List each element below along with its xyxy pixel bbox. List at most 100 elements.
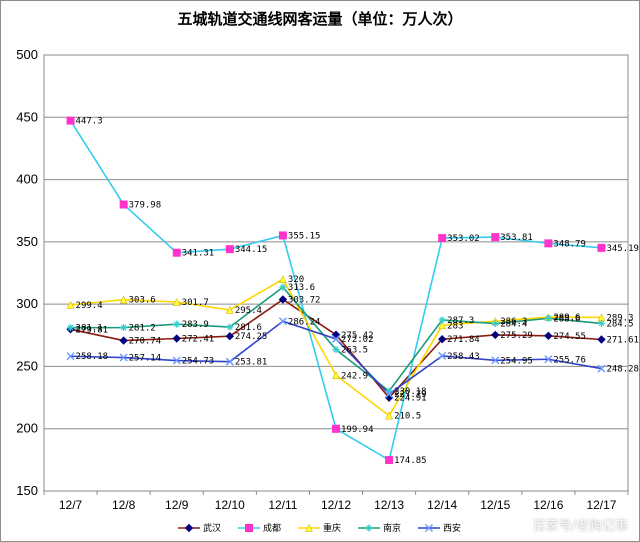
watermark: 百家号/老狗记事 — [532, 519, 628, 534]
data-label: 271.84 — [447, 335, 480, 345]
series-markers — [66, 116, 606, 465]
x-tick-label: 12/13 — [374, 498, 404, 512]
data-label: 345.19 — [606, 244, 639, 254]
data-label: 348.79 — [553, 239, 586, 249]
data-label: 344.15 — [235, 245, 268, 255]
data-label: 295.4 — [235, 306, 262, 316]
data-label: 313.6 — [288, 283, 315, 293]
data-label: 274.25 — [235, 332, 268, 342]
data-point — [66, 352, 75, 361]
data-label: 286.24 — [288, 317, 321, 327]
data-point — [119, 200, 128, 209]
series-line — [69, 120, 602, 462]
data-point — [437, 335, 447, 344]
data-point — [385, 411, 393, 420]
legend-label: 武汉 — [203, 522, 221, 534]
data-labels: 279.81 270.74 272.41 274.25 303.72 275.42 224.… — [76, 117, 639, 466]
y-tick-label: 400 — [16, 172, 38, 187]
data-label: 271.61 — [606, 336, 639, 346]
data-point — [67, 324, 75, 332]
data-label: 279.81 — [76, 325, 109, 335]
data-point — [332, 346, 340, 354]
data-point — [226, 323, 234, 331]
legend-label: 西安 — [443, 522, 461, 534]
data-label: 289.6 — [553, 313, 580, 323]
data-label: 287.3 — [447, 316, 474, 326]
data-label: 174.85 — [394, 456, 427, 466]
data-label: 253.81 — [235, 358, 268, 368]
data-point — [597, 243, 606, 252]
data-point — [225, 332, 235, 341]
x-tick-label: 12/11 — [268, 498, 297, 512]
series-lines — [69, 120, 602, 462]
data-label: 254.95 — [500, 356, 533, 366]
data-label: 263.5 — [341, 346, 368, 356]
data-point — [597, 364, 606, 373]
y-tick-label: 250 — [16, 358, 38, 373]
data-label: 447.3 — [76, 117, 103, 127]
data-point — [544, 331, 553, 341]
legend-marker — [365, 524, 373, 532]
data-point — [332, 371, 340, 380]
x-tick-label: 12/12 — [321, 498, 351, 512]
data-label: 355.15 — [288, 231, 321, 241]
data-point — [172, 334, 181, 343]
x-tick-label: 12/10 — [215, 498, 245, 512]
data-label: 254.73 — [182, 357, 215, 367]
x-tick-label: 12/16 — [533, 498, 563, 512]
data-point — [278, 231, 287, 240]
x-tick-label: 12/8 — [112, 498, 136, 512]
y-tick-label: 500 — [16, 47, 38, 62]
data-label: 227.79 — [394, 390, 427, 400]
data-point — [278, 295, 288, 304]
data-point — [438, 234, 447, 243]
data-point — [544, 314, 552, 322]
y-tick-label: 350 — [16, 234, 38, 249]
data-point — [119, 353, 128, 362]
data-point — [279, 283, 287, 291]
data-point — [66, 116, 75, 125]
data-point — [225, 357, 234, 366]
data-point — [119, 336, 128, 345]
y-tick-label: 150 — [16, 483, 38, 498]
legend-marker — [425, 524, 433, 532]
data-point — [173, 320, 181, 328]
legend: 武汉 成都 重庆 南京 西安 — [178, 522, 461, 534]
data-point — [385, 456, 394, 465]
data-label: 270.74 — [129, 337, 162, 347]
data-label: 230.18 — [394, 387, 427, 397]
data-point — [438, 351, 447, 360]
data-label: 299.4 — [76, 301, 103, 311]
data-label: 272.41 — [182, 335, 215, 345]
data-label: 281.1 — [76, 324, 103, 334]
data-label: 284.5 — [606, 319, 633, 329]
x-tick-label: 12/17 — [586, 498, 616, 512]
data-point — [385, 390, 394, 399]
data-point — [172, 297, 181, 306]
legend-marker — [245, 524, 253, 532]
data-label: 281.2 — [129, 324, 156, 334]
data-point — [491, 233, 500, 242]
data-point — [119, 295, 128, 304]
data-label: 286.3 — [500, 317, 527, 327]
data-point — [438, 316, 446, 324]
data-point — [332, 335, 340, 343]
axes: 150 200 250 300 350 400 450 500 12/7 12/8 12/9 12/1… — [16, 47, 629, 512]
data-label: 258.18 — [76, 352, 109, 362]
data-point — [544, 239, 553, 248]
data-label: 275.29 — [500, 331, 533, 341]
plot-area — [43, 54, 629, 492]
legend-marker — [184, 523, 194, 533]
data-label: 281.6 — [235, 323, 262, 333]
data-label: 199.94 — [341, 425, 374, 435]
data-label: 210.5 — [394, 412, 421, 422]
data-point — [66, 300, 75, 309]
data-label: 301.7 — [182, 298, 209, 308]
chart-title: 五城轨道交通线网客运量（单位：万人次） — [177, 10, 463, 28]
data-label: 284.4 — [500, 320, 527, 330]
data-label: 255.76 — [553, 355, 586, 365]
data-label: 257.14 — [129, 354, 162, 364]
data-label: 303.72 — [288, 296, 321, 306]
